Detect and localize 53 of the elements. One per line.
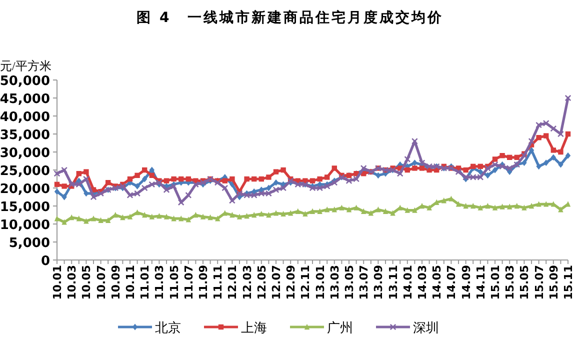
x-tick-label: 10.03 bbox=[66, 265, 79, 300]
x-tick-label: 14.11 bbox=[474, 265, 488, 300]
x-tick-label: 15.09 bbox=[547, 265, 560, 300]
x-tick-label: 14.03 bbox=[416, 265, 429, 300]
x-tick-label: 14.07 bbox=[445, 265, 458, 300]
y-tick-label: 25,000 bbox=[0, 164, 50, 179]
x-tick-label: 11.03 bbox=[153, 265, 166, 300]
chart-title: 图 4 一线城市新建商品住宅月度成交均价 bbox=[136, 9, 444, 26]
x-tick-label: 15.05 bbox=[518, 265, 532, 300]
legend-label: 广州 bbox=[327, 320, 353, 335]
x-tick-label: 14.01 bbox=[401, 265, 414, 300]
y-tick-label: 0 bbox=[40, 254, 50, 269]
x-tick-label: 11.01 bbox=[138, 265, 152, 300]
y-tick-label: 50,000 bbox=[0, 74, 50, 89]
x-tick-label: 15.11 bbox=[562, 265, 575, 300]
x-tick-label: 14.09 bbox=[460, 265, 473, 300]
x-tick-label: 15.07 bbox=[532, 265, 546, 300]
x-tick-label: 11.11 bbox=[212, 265, 225, 300]
x-tick-label: 10.01 bbox=[51, 265, 64, 300]
x-tick-label: 11.05 bbox=[168, 265, 181, 300]
legend-label: 上海 bbox=[241, 320, 267, 335]
x-tick-label: 13.01 bbox=[314, 265, 327, 300]
x-tick-label: 15.03 bbox=[504, 265, 517, 300]
x-tick-label: 13.09 bbox=[372, 265, 386, 300]
x-tick-label: 10.09 bbox=[109, 265, 122, 300]
legend-label: 深圳 bbox=[413, 320, 439, 335]
x-tick-label: 11.09 bbox=[197, 265, 210, 300]
y-tick-label: 40,000 bbox=[0, 110, 50, 125]
x-tick-label: 10.05 bbox=[80, 265, 94, 300]
x-tick-label: 13.03 bbox=[328, 265, 342, 300]
x-tick-label: 12.11 bbox=[299, 265, 312, 300]
x-tick-label: 10.07 bbox=[94, 265, 108, 300]
x-tick-label: 12.07 bbox=[270, 265, 283, 300]
legend-label: 北京 bbox=[155, 320, 181, 335]
y-tick-label: 30,000 bbox=[0, 146, 50, 161]
y-tick-label: 45,000 bbox=[0, 92, 50, 107]
x-tick-label: 10.11 bbox=[124, 265, 137, 300]
y-axis-title: 元/平方米 bbox=[0, 59, 52, 73]
x-tick-label: 15.01 bbox=[489, 265, 502, 300]
x-tick-label: 14.05 bbox=[430, 265, 444, 300]
x-tick-label: 12.03 bbox=[240, 265, 254, 300]
x-tick-label: 13.11 bbox=[386, 265, 400, 300]
y-tick-label: 20,000 bbox=[0, 182, 50, 197]
x-tick-label: 12.01 bbox=[226, 265, 240, 300]
y-tick-label: 10,000 bbox=[0, 218, 50, 233]
x-tick-label: 13.07 bbox=[358, 265, 371, 300]
y-tick-label: 5,000 bbox=[8, 236, 50, 251]
y-tick-label: 35,000 bbox=[0, 128, 50, 143]
x-tick-label: 12.09 bbox=[284, 265, 298, 300]
y-tick-label: 15,000 bbox=[0, 200, 50, 215]
x-tick-label: 11.07 bbox=[182, 265, 196, 300]
x-tick-label: 12.05 bbox=[255, 265, 268, 300]
x-tick-label: 13.05 bbox=[343, 265, 356, 300]
